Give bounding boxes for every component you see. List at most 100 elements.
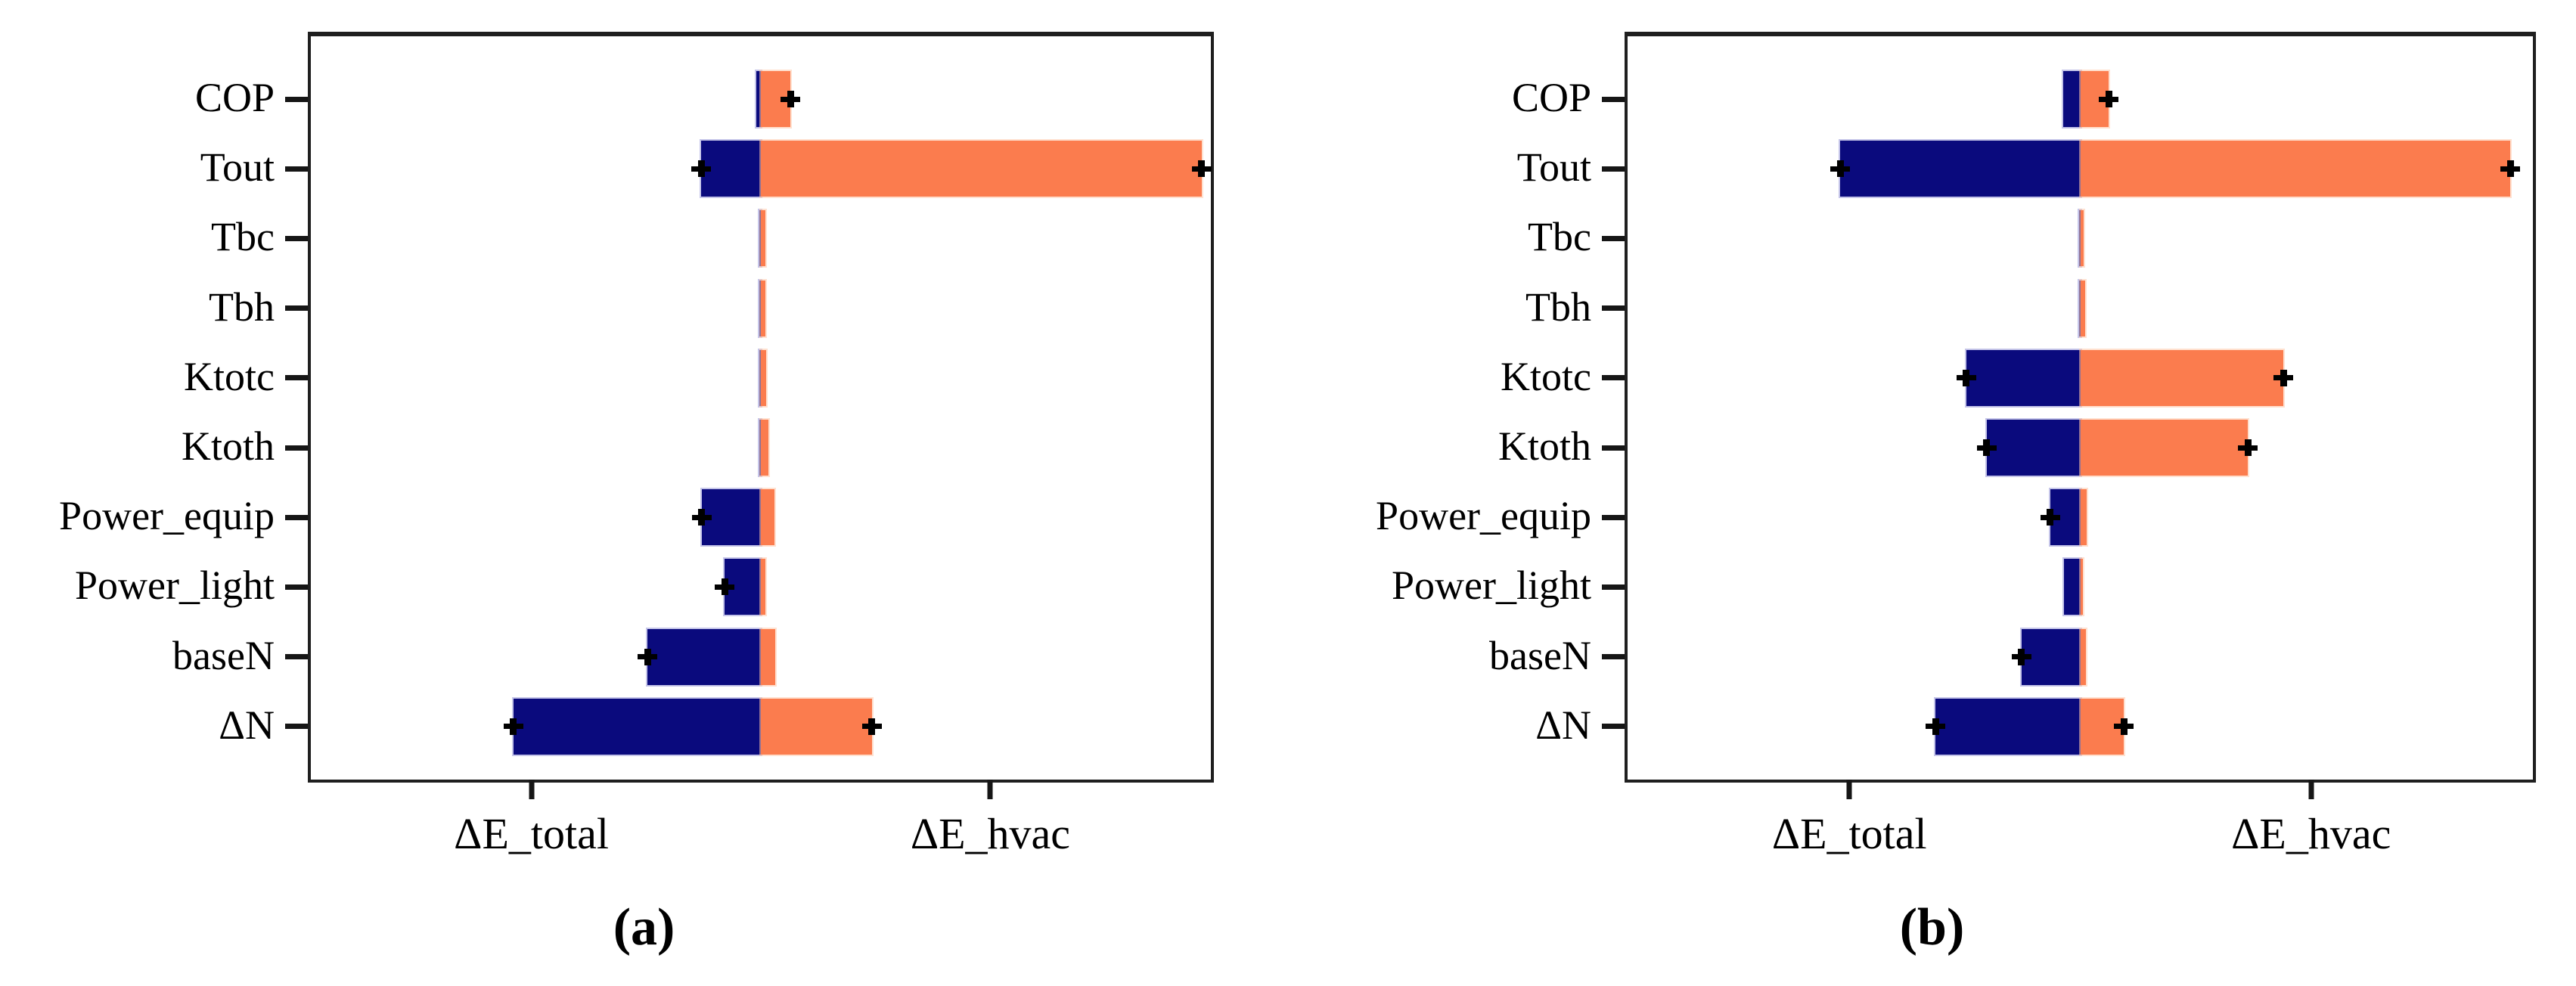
- y-axis-label: Tbc: [1528, 214, 1591, 260]
- error-whisker-cap: [1932, 718, 1939, 735]
- x-axis-tick: [1846, 780, 1852, 799]
- x-axis-tick: [987, 780, 993, 799]
- error-whisker-cap: [787, 91, 794, 107]
- y-axis-label: Tbh: [209, 284, 275, 330]
- bar-row-Power_equip: Power_equip: [1376, 489, 2533, 546]
- error-whisker-cap: [1983, 439, 1991, 456]
- y-axis-label: COP: [194, 74, 275, 120]
- y-axis-tick: [285, 584, 308, 590]
- error-whisker-cap: [2047, 509, 2053, 526]
- y-axis-label: COP: [1511, 74, 1591, 120]
- plot-area-a: COP Tout Tbc Tbh Ktotc Ktoth Power_equip: [59, 32, 1214, 857]
- y-axis-tick: [285, 724, 308, 730]
- delta-e-hvac-bar: [761, 141, 1202, 197]
- y-axis-tick: [1602, 724, 1625, 730]
- bar-row-Tbh: Tbh: [209, 280, 1211, 336]
- y-axis-tick: [1602, 654, 1625, 660]
- panel-b: COP Tout Tbc Tbh Ktotc Ktoth Power_equip: [1288, 0, 2576, 986]
- y-axis-tick: [285, 654, 308, 660]
- y-axis-label: Power_equip: [1376, 493, 1591, 539]
- bar-row-Ktoth: Ktoth: [1498, 420, 2533, 476]
- error-whisker-cap: [697, 160, 705, 178]
- error-whisker-cap: [644, 648, 651, 665]
- bar-row-ΔN: ΔN: [1535, 698, 2533, 755]
- y-axis-tick: [285, 375, 308, 381]
- bar-row-Tout: Tout: [1517, 141, 2533, 197]
- y-axis-tick: [1602, 584, 1625, 590]
- bar-row-ΔN: ΔN: [219, 698, 1211, 755]
- delta-e-total-bar: [701, 141, 761, 197]
- bar-row-COP: COP: [195, 71, 1211, 127]
- y-axis-tick: [285, 514, 308, 520]
- delta-e-total-bar: [1966, 349, 2081, 406]
- y-axis-tick: [1602, 514, 1625, 520]
- y-axis-label: Power_light: [1392, 563, 1591, 609]
- delta-e-hvac-bar: [2080, 420, 2249, 476]
- x-tick-label: ΔE_hvac: [910, 809, 1071, 858]
- error-whisker-cap: [2120, 718, 2128, 735]
- delta-e-total-bar: [2078, 210, 2081, 267]
- delta-e-hvac-bar: [2080, 141, 2511, 197]
- x-tick-label: ΔE_total: [454, 809, 609, 858]
- y-axis-label: Tbh: [1525, 284, 1591, 330]
- delta-e-hvac-bar: [2080, 628, 2086, 685]
- delta-e-hvac-bar: [761, 559, 766, 615]
- delta-e-total-bar: [2078, 280, 2081, 336]
- y-axis-label: Ktotc: [1501, 353, 1591, 399]
- panel-caption-b: (b): [1899, 898, 1965, 957]
- y-axis-tick: [285, 96, 308, 102]
- y-axis-label: Ktoth: [181, 423, 275, 469]
- y-axis-label: Tout: [1516, 144, 1591, 191]
- bar-row-COP: COP: [1512, 71, 2533, 127]
- panel-a: COP Tout Tbc Tbh Ktotc Ktoth Power_equip: [59, 32, 1214, 957]
- delta-e-hvac-bar: [761, 489, 774, 546]
- x-axis-tick: [2308, 780, 2314, 799]
- bar-row-Power_equip: Power_equip: [59, 489, 1211, 546]
- y-axis-label: Tout: [200, 144, 275, 191]
- x-tick-label: ΔE_total: [1771, 809, 1927, 858]
- error-whisker-cap: [2244, 439, 2252, 456]
- error-whisker-cap: [1836, 160, 1844, 178]
- delta-e-hvac-bar: [2080, 349, 2284, 406]
- error-whisker-cap: [2506, 160, 2514, 178]
- delta-e-total-bar: [759, 280, 761, 336]
- error-whisker-cap: [721, 578, 728, 596]
- y-axis-label: ΔN: [219, 702, 275, 748]
- delta-e-hvac-bar: [761, 698, 872, 755]
- delta-e-total-bar: [1935, 698, 2081, 755]
- delta-e-hvac-bar: [2080, 210, 2084, 267]
- y-axis-tick: [285, 445, 308, 451]
- y-axis-tick: [285, 166, 308, 172]
- delta-e-hvac-bar: [2080, 489, 2087, 546]
- delta-e-total-bar: [647, 628, 761, 685]
- delta-e-hvac-bar: [2080, 280, 2085, 336]
- error-whisker-cap: [1198, 160, 1206, 178]
- y-axis-label: Ktoth: [1497, 423, 1591, 469]
- error-whisker-cap: [2280, 369, 2287, 386]
- y-axis-label: Power_light: [75, 563, 275, 609]
- bar-row-Power_light: Power_light: [1392, 559, 2533, 615]
- panel-caption-a: (a): [613, 898, 675, 957]
- x-axis-tick: [529, 780, 535, 799]
- delta-e-hvac-bar: [761, 210, 766, 267]
- x-tick-label: ΔE_hvac: [2231, 809, 2391, 858]
- delta-e-total-bar: [756, 71, 761, 127]
- y-axis-label: Tbc: [211, 214, 275, 260]
- delta-e-total-bar: [701, 489, 761, 546]
- y-axis-tick: [285, 305, 308, 312]
- bar-row-Power_light: Power_light: [75, 559, 1211, 615]
- bar-row-Ktotc: Ktotc: [1501, 349, 2533, 406]
- y-axis-tick: [285, 235, 308, 241]
- y-axis-tick: [1602, 235, 1625, 241]
- delta-e-hvac-bar: [2080, 559, 2083, 615]
- y-axis-tick: [1602, 375, 1625, 381]
- bar-row-Tbc: Tbc: [211, 210, 1211, 267]
- y-axis-label: baseN: [1489, 632, 1591, 678]
- delta-e-hvac-bar: [761, 280, 766, 336]
- error-whisker-cap: [2018, 648, 2025, 665]
- y-axis-label: ΔN: [1535, 702, 1591, 748]
- delta-e-total-bar: [513, 698, 761, 755]
- delta-e-hvac-bar: [761, 628, 775, 685]
- delta-e-total-bar: [1840, 141, 2081, 197]
